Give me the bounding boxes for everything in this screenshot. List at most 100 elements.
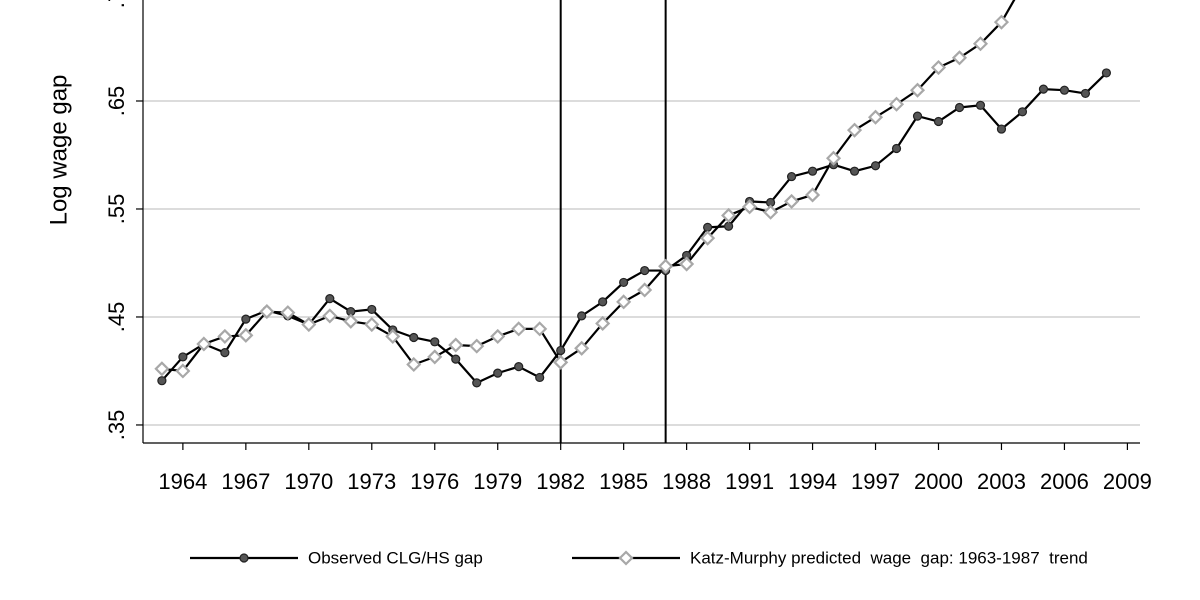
point <box>598 297 608 307</box>
point <box>574 340 590 356</box>
point <box>178 352 188 362</box>
point <box>535 372 545 383</box>
point <box>1017 107 1028 117</box>
point <box>343 313 359 329</box>
point <box>427 349 443 365</box>
point <box>301 316 317 333</box>
series-line <box>161 72 1108 385</box>
point <box>619 277 629 288</box>
y-tick-label: .75 <box>104 0 129 8</box>
x-tick-label: 1970 <box>284 469 333 494</box>
point <box>325 294 335 304</box>
point <box>1059 85 1070 95</box>
y-tick-label: .65 <box>104 86 129 117</box>
point <box>493 368 503 378</box>
point <box>511 321 527 337</box>
point <box>1080 88 1091 99</box>
point <box>637 282 653 298</box>
point <box>909 82 926 98</box>
point <box>805 187 821 203</box>
point <box>975 100 986 110</box>
point <box>196 336 212 352</box>
point <box>784 193 800 209</box>
point <box>724 221 734 231</box>
point <box>430 337 440 347</box>
x-tick-label: 1964 <box>158 469 207 494</box>
x-tick-label: 2006 <box>1040 469 1089 494</box>
point <box>763 204 779 220</box>
point <box>154 361 170 377</box>
x-tick-label: 1979 <box>473 469 522 494</box>
legend-label: Observed CLG/HS gap <box>308 548 483 567</box>
point <box>241 314 251 324</box>
x-tick-label: 1985 <box>599 469 648 494</box>
legend-marker <box>618 550 634 566</box>
point <box>849 166 860 176</box>
point <box>825 150 842 166</box>
point <box>679 256 695 272</box>
point <box>448 337 464 353</box>
point <box>385 328 401 344</box>
point <box>1038 84 1049 94</box>
x-tick-label: 2003 <box>977 469 1026 494</box>
point <box>469 338 485 354</box>
point <box>532 321 548 337</box>
point <box>157 376 167 386</box>
point <box>175 363 191 379</box>
point <box>238 327 254 343</box>
y-tick-label: .35 <box>104 410 129 441</box>
point <box>616 294 632 310</box>
point <box>553 354 569 370</box>
point <box>867 109 884 125</box>
point <box>972 36 989 52</box>
point <box>912 111 923 121</box>
point <box>721 207 737 224</box>
x-tick-label: 1991 <box>725 469 774 494</box>
point <box>742 199 758 215</box>
point <box>217 328 233 344</box>
point <box>367 304 377 315</box>
point <box>490 328 506 344</box>
point <box>846 122 863 138</box>
point <box>220 348 230 358</box>
point <box>406 356 422 373</box>
point <box>870 161 881 171</box>
point <box>514 362 524 372</box>
point <box>556 345 566 356</box>
point <box>577 311 587 321</box>
y-tick-label: .55 <box>104 194 129 225</box>
point <box>259 304 275 320</box>
point <box>807 166 818 176</box>
y-tick-label: .45 <box>104 302 129 333</box>
y-axis-label: Log wage gap <box>45 75 72 226</box>
point <box>930 59 947 76</box>
point <box>951 50 968 66</box>
point <box>595 315 611 332</box>
point <box>933 116 944 127</box>
x-tick-label: 2009 <box>1103 469 1152 494</box>
x-tick-label: 1982 <box>536 469 585 494</box>
point <box>364 316 380 333</box>
legend-label: Katz-Murphy predicted wage gap: 1963-198… <box>690 548 1088 567</box>
point <box>472 378 482 388</box>
point <box>409 332 419 343</box>
point <box>1101 68 1112 78</box>
x-tick-label: 1976 <box>410 469 459 494</box>
point <box>786 171 797 182</box>
x-tick-label: 1973 <box>347 469 396 494</box>
x-tick-label: 1988 <box>662 469 711 494</box>
point <box>996 124 1007 134</box>
point <box>451 354 461 364</box>
legend-marker <box>239 553 249 563</box>
x-tick-label: 2000 <box>914 469 963 494</box>
x-tick-label: 1967 <box>221 469 270 494</box>
point <box>280 305 296 321</box>
point <box>322 308 338 324</box>
point <box>658 258 674 274</box>
point <box>640 265 650 276</box>
point <box>700 230 716 246</box>
x-tick-label: 1994 <box>788 469 837 494</box>
point <box>888 96 905 112</box>
x-tick-label: 1997 <box>851 469 900 494</box>
